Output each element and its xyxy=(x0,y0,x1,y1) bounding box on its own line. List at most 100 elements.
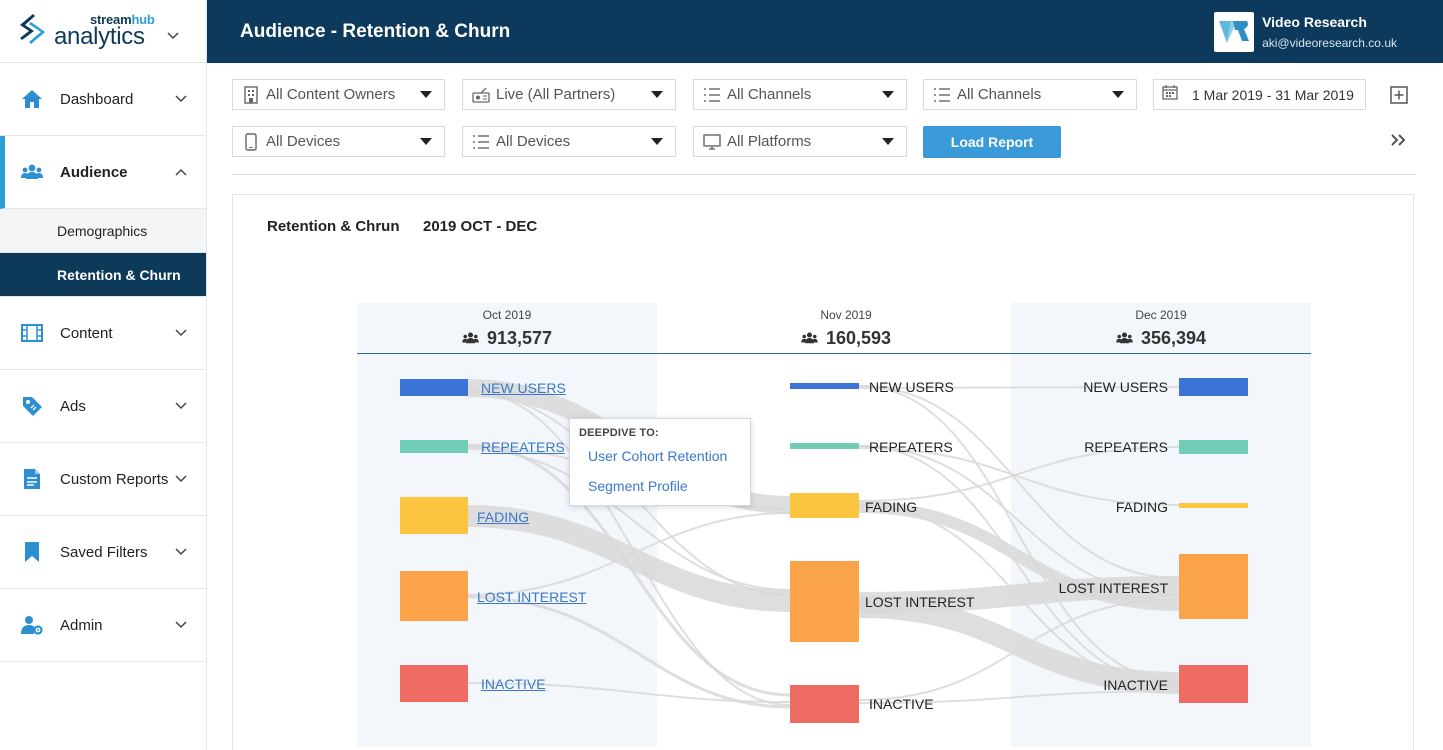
sidebar-item-admin[interactable]: Admin xyxy=(0,589,206,662)
caret-down-icon xyxy=(651,138,663,145)
date-range-picker[interactable]: 1 Mar 2019 - 31 Mar 2019 xyxy=(1153,79,1366,110)
sidebar: streamhub analytics Dashboard Audience D… xyxy=(0,0,207,750)
caret-down-icon xyxy=(882,91,894,98)
channels-select-2[interactable]: All Channels xyxy=(923,79,1137,110)
sankey-link xyxy=(467,682,791,703)
sidebar-item-dashboard[interactable]: Dashboard xyxy=(0,63,206,136)
sankey-diagram xyxy=(400,378,1248,723)
sankey-link xyxy=(858,596,1180,694)
select-value: All Channels xyxy=(957,86,1042,103)
nov-inactive-label: INACTIVE xyxy=(869,696,934,712)
devices-select-2[interactable]: All Devices xyxy=(462,126,676,157)
double-chevron-right-icon[interactable] xyxy=(1388,129,1410,151)
column-month: Dec 2019 xyxy=(1135,308,1187,322)
caret-down-icon xyxy=(882,138,894,145)
node-oct-fading xyxy=(400,497,468,534)
date-range-value: 1 Mar 2019 - 31 Mar 2019 xyxy=(1192,86,1354,103)
sankey-link xyxy=(467,448,791,591)
brand-top: streamhub xyxy=(90,13,155,26)
sidebar-item-label: Ads xyxy=(60,397,86,415)
sankey-link xyxy=(858,386,1180,389)
sankey-link xyxy=(858,446,1180,502)
column-header-dec: Dec 2019 356,394 xyxy=(1011,303,1311,349)
dec-lost-interest-label: LOST INTEREST xyxy=(1058,580,1168,596)
filter-divider xyxy=(232,174,1416,175)
deepdive-tooltip: DEEPDIVE TO: User Cohort Retention Segme… xyxy=(569,418,751,506)
dec-fading-label: FADING xyxy=(1115,499,1168,515)
sankey-link xyxy=(858,445,1180,686)
tooltip-heading: DEEPDIVE TO: xyxy=(579,427,659,439)
sidebar-item-label: Custom Reports xyxy=(60,470,169,488)
sidebar-item-custom-reports[interactable]: Custom Reports xyxy=(0,443,206,516)
segment-profile-link[interactable]: Segment Profile xyxy=(588,478,688,494)
column-total-value: 356,394 xyxy=(1140,328,1207,348)
chevron-down-icon xyxy=(170,402,192,410)
devices-select-1[interactable]: All Devices xyxy=(232,126,445,157)
sidebar-item-audience[interactable]: Audience xyxy=(0,136,206,209)
list-icon xyxy=(472,133,490,151)
node-nov-inactive xyxy=(790,685,859,723)
oct-repeaters-link[interactable]: REPEATERS xyxy=(481,439,565,455)
oct-inactive-link[interactable]: INACTIVE xyxy=(481,676,546,692)
select-value: All Devices xyxy=(496,133,571,150)
user-account[interactable]: Video Research aki@videoresearch.co.uk xyxy=(1214,11,1397,52)
column-header-rule xyxy=(357,353,1311,354)
sidebar-item-content[interactable]: Content xyxy=(0,297,206,370)
calendar-icon xyxy=(1162,84,1178,105)
document-icon xyxy=(20,467,44,491)
sidebar-subitem-demographics[interactable]: Demographics xyxy=(0,209,206,253)
column-header-nov: Nov 2019 160,593 xyxy=(696,303,996,349)
caret-down-icon xyxy=(1112,91,1124,98)
nov-fading-label: FADING xyxy=(865,499,918,515)
header: Audience - Retention & Churn Video Resea… xyxy=(207,0,1443,63)
platforms-select[interactable]: All Platforms xyxy=(693,126,907,157)
chevron-down-icon[interactable] xyxy=(167,29,179,43)
user-cohort-retention-link[interactable]: User Cohort Retention xyxy=(588,448,728,464)
partners-select[interactable]: Live (All Partners) xyxy=(462,79,676,110)
bookmark-icon xyxy=(20,540,44,564)
sankey-link xyxy=(467,443,791,697)
monitor-icon xyxy=(703,133,721,151)
brand-text: streamhub analytics xyxy=(54,13,155,49)
node-dec-repeaters xyxy=(1179,440,1248,454)
nov-lost-interest-label: LOST INTEREST xyxy=(865,594,975,610)
brand[interactable]: streamhub analytics xyxy=(0,0,206,63)
users-icon xyxy=(801,328,818,349)
brand-top-b: hub xyxy=(131,12,155,27)
sidebar-item-saved-filters[interactable]: Saved Filters xyxy=(0,516,206,589)
sankey-link xyxy=(858,445,1180,596)
oct-lost-interest-link[interactable]: LOST INTEREST xyxy=(477,589,587,605)
node-oct-inactive xyxy=(400,665,468,702)
users-icon xyxy=(462,328,479,349)
sidebar-item-ads[interactable]: Ads xyxy=(0,370,206,443)
sankey-link xyxy=(858,690,1180,704)
dec-inactive-label: INACTIVE xyxy=(1103,677,1168,693)
oct-new-users-link[interactable]: NEW USERS xyxy=(481,380,566,396)
channels-select-1[interactable]: All Channels xyxy=(693,79,907,110)
sidebar-subitem-retention-churn[interactable]: Retention & Churn xyxy=(0,253,206,297)
node-oct-repeaters xyxy=(400,440,468,453)
sankey-link xyxy=(858,385,1180,682)
building-icon xyxy=(242,85,260,104)
add-filter-icon[interactable] xyxy=(1388,84,1410,106)
sidebar-item-label: Content xyxy=(60,324,113,342)
user-name: Video Research xyxy=(1262,13,1367,30)
sankey-link xyxy=(858,447,1180,506)
list-icon xyxy=(703,86,721,104)
column-month: Oct 2019 xyxy=(482,308,532,322)
film-icon xyxy=(20,321,44,345)
column-total: 913,577 xyxy=(357,328,657,349)
user-email: aki@videoresearch.co.uk xyxy=(1262,35,1397,50)
node-dec-lost-interest xyxy=(1179,554,1248,619)
node-oct-new-users xyxy=(400,379,468,396)
content-owners-select[interactable]: All Content Owners xyxy=(232,79,445,110)
select-value: All Devices xyxy=(266,133,341,150)
brand-main: analytics xyxy=(54,23,145,50)
sankey-link xyxy=(467,512,791,596)
caret-down-icon xyxy=(420,138,432,145)
node-nov-repeaters xyxy=(790,443,859,449)
oct-fading-link[interactable]: FADING xyxy=(477,509,530,525)
node-oct-lost-interest xyxy=(400,571,468,621)
load-report-button[interactable]: Load Report xyxy=(923,126,1061,158)
